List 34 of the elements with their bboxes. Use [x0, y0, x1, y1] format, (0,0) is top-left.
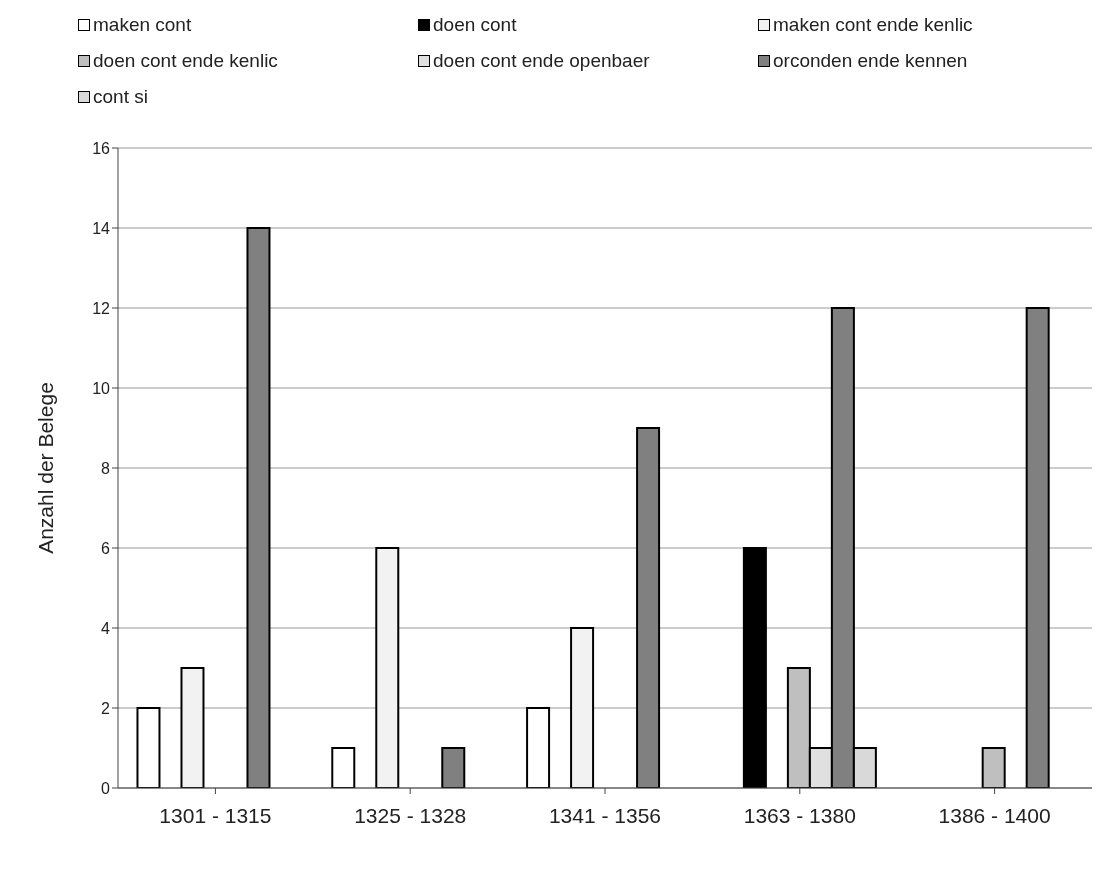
bar: [246, 227, 271, 788]
bar: [526, 707, 551, 788]
y-tick-label: 4: [101, 619, 111, 637]
bar: [570, 627, 595, 788]
x-tick-label: 1386 - 1400: [938, 803, 1051, 827]
legend-label: doen cont ende openbaer: [433, 50, 650, 72]
bar: [981, 747, 1006, 788]
bar: [1025, 307, 1050, 788]
x-tick-label: 1325 - 1328: [354, 803, 467, 827]
bar: [331, 747, 356, 788]
x-tick-label: 1301 - 1315: [159, 803, 272, 827]
bar: [441, 747, 466, 788]
bar: [636, 427, 661, 788]
legend-label: maken cont ende kenlic: [773, 14, 973, 36]
y-tick-label: 0: [101, 779, 111, 797]
x-tick-label: 1363 - 1380: [743, 803, 856, 827]
x-tick-label: 1341 - 1356: [548, 803, 662, 827]
legend-label: doen cont ende kenlic: [93, 50, 278, 72]
y-tick-label: 2: [101, 699, 111, 717]
y-tick-label: 12: [92, 299, 111, 317]
y-tick-label: 16: [92, 139, 111, 157]
legend-label: maken cont: [93, 14, 192, 36]
y-tick-label: 14: [92, 219, 111, 237]
bar: [742, 547, 767, 788]
legend-label: orconden ende kennen: [773, 50, 968, 72]
y-tick-label: 8: [101, 459, 111, 477]
bar: [180, 667, 205, 788]
legend-label: doen cont: [433, 14, 517, 36]
bar: [136, 707, 161, 788]
y-tick-label: 10: [92, 379, 111, 397]
bar: [375, 547, 400, 788]
legend-label: cont si: [93, 86, 148, 108]
y-tick-label: 6: [101, 539, 111, 557]
y-axis-title: Anzahl der Belege: [34, 382, 58, 554]
